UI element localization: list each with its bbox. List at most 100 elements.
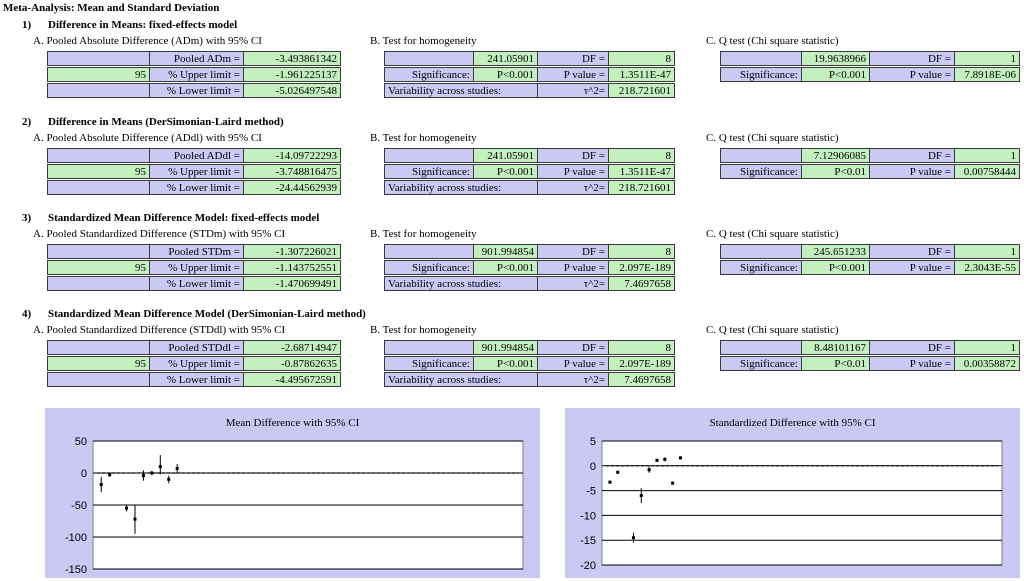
p-value: 7.8918E-06 bbox=[954, 67, 1020, 82]
significance-value: P<0.001 bbox=[473, 67, 538, 82]
point-marker bbox=[99, 483, 103, 487]
ci-row-label: Pooled ADm = bbox=[149, 51, 244, 66]
pooled-difference-label: A. Pooled Absolute Difference (ADm) with… bbox=[33, 35, 262, 47]
y-tick-label: -15 bbox=[580, 535, 596, 547]
p-value-label: P value = bbox=[869, 260, 955, 275]
point-marker bbox=[678, 456, 682, 460]
ci-row-value: -1.143752551 bbox=[243, 260, 341, 275]
tau-value: 7.4697658 bbox=[608, 276, 675, 291]
df-label: DF = bbox=[537, 148, 609, 163]
df-label: DF = bbox=[869, 51, 955, 66]
ci-percent-cell bbox=[47, 340, 150, 355]
significance-label: Significance: bbox=[720, 164, 802, 179]
df-value: 1 bbox=[954, 340, 1020, 355]
significance-label: Significance: bbox=[384, 260, 474, 275]
significance-value: P<0.001 bbox=[473, 260, 538, 275]
pooled-difference-label: A. Pooled Absolute Difference (ADdl) wit… bbox=[33, 132, 262, 144]
df-value: 1 bbox=[954, 244, 1020, 259]
ci-row-value: -3.748816475 bbox=[243, 164, 341, 179]
ci-row-value: -3.493861342 bbox=[243, 51, 341, 66]
df-label: DF = bbox=[869, 244, 955, 259]
p-value: 0.00758444 bbox=[954, 164, 1020, 179]
point-marker bbox=[663, 457, 667, 461]
df-label: DF = bbox=[869, 148, 955, 163]
mean-difference-plot: 50 0 -50 -100 -150 bbox=[65, 436, 524, 576]
homogeneity-test-label: B. Test for homogeneity bbox=[370, 228, 477, 240]
tau-value: 218.721601 bbox=[608, 180, 675, 195]
significance-label: Significance: bbox=[720, 67, 802, 82]
q2-value: 8.48101167 bbox=[801, 340, 870, 355]
y-tick-label: -50 bbox=[71, 500, 87, 512]
homogeneity-test-label: B. Test for homogeneity bbox=[370, 35, 477, 47]
p-value-label: P value = bbox=[869, 356, 955, 371]
p-value: 2.097E-189 bbox=[608, 356, 675, 371]
q1-value: 901.994854 bbox=[473, 340, 538, 355]
df-label: DF = bbox=[869, 340, 955, 355]
significance-label: Significance: bbox=[384, 164, 474, 179]
section-heading: Standardized Mean Difference Model: fixe… bbox=[48, 212, 320, 224]
p-value: 2.097E-189 bbox=[608, 260, 675, 275]
point-marker bbox=[608, 480, 612, 484]
ci-row-value: -0.87862635 bbox=[243, 356, 341, 371]
point-marker bbox=[141, 474, 145, 478]
point-marker bbox=[616, 470, 620, 474]
y-tick-label: -20 bbox=[580, 560, 596, 572]
p-value-label: P value = bbox=[537, 260, 609, 275]
ci-row-value: -1.961225137 bbox=[243, 67, 341, 82]
significance-value: P<0.001 bbox=[801, 260, 870, 275]
y-tick-label: -10 bbox=[580, 510, 596, 522]
ci-row-label: Pooled STDdl = bbox=[149, 340, 244, 355]
ci-percent-cell bbox=[47, 372, 150, 387]
point-marker bbox=[671, 481, 675, 485]
q-test-label: C. Q test (Chi square statistic) bbox=[706, 228, 839, 240]
variability-label: Variability across studies: bbox=[384, 83, 538, 98]
point-marker bbox=[647, 468, 651, 472]
mean-difference-chart: Mean Difference with 95% CI 50 0 -50 -100 -1… bbox=[45, 408, 540, 578]
ci-percent-cell bbox=[47, 51, 150, 66]
significance-label: Significance: bbox=[384, 356, 474, 371]
df-value: 8 bbox=[608, 51, 675, 66]
df-label: DF = bbox=[537, 244, 609, 259]
point-marker bbox=[125, 506, 129, 510]
ci-row-label: Pooled STDm = bbox=[149, 244, 244, 259]
p-value: 0.00358872 bbox=[954, 356, 1020, 371]
ci-percent-cell: 95 bbox=[47, 164, 150, 179]
ci-row-label: % Lower limit = bbox=[149, 276, 244, 291]
homogeneity-test-label: B. Test for homogeneity bbox=[370, 132, 477, 144]
p-value-label: P value = bbox=[537, 164, 609, 179]
p-value: 1.3511E-47 bbox=[608, 67, 675, 82]
ci-row-value: -14.09722293 bbox=[243, 148, 341, 163]
point-marker bbox=[639, 494, 643, 498]
point-marker bbox=[150, 471, 154, 475]
significance-value: P<0.01 bbox=[801, 164, 870, 179]
ci-row-label: Pooled ADdl = bbox=[149, 148, 244, 163]
significance-value: P<0.01 bbox=[801, 356, 870, 371]
q1-value: 241.05901 bbox=[473, 51, 538, 66]
q2-value: 7.12906085 bbox=[801, 148, 870, 163]
ci-percent-cell: 95 bbox=[47, 67, 150, 82]
point-marker bbox=[655, 458, 659, 462]
variability-label: Variability across studies: bbox=[384, 180, 538, 195]
ci-row-value: -1.470699491 bbox=[243, 276, 341, 291]
significance-value: P<0.001 bbox=[801, 67, 870, 82]
q-test-label: C. Q test (Chi square statistic) bbox=[706, 132, 839, 144]
df-value: 8 bbox=[608, 340, 675, 355]
y-tick-label: -5 bbox=[586, 486, 596, 498]
tau-value: 7.4697658 bbox=[608, 372, 675, 387]
standardized-difference-chart: Standardized Difference with 95% CI 5 0 -5… bbox=[565, 408, 1020, 578]
point-marker bbox=[108, 473, 112, 477]
ci-row-label: % Upper limit = bbox=[149, 260, 244, 275]
ci-percent-cell bbox=[47, 244, 150, 259]
standardized-difference-chart-title: Standardized Difference with 95% CI bbox=[709, 417, 876, 429]
section-number: 1) bbox=[22, 19, 32, 31]
point-marker bbox=[631, 536, 635, 540]
tau-label: τ^2= bbox=[537, 372, 609, 387]
variability-label: Variability across studies: bbox=[384, 276, 538, 291]
ci-row-value: -4.495672591 bbox=[243, 372, 341, 387]
q1-value: 901.994854 bbox=[473, 244, 538, 259]
point-marker bbox=[133, 517, 137, 521]
page-title: Meta-Analysis: Mean and Standard Deviati… bbox=[3, 2, 220, 14]
ci-percent-cell bbox=[47, 276, 150, 291]
y-tick-label: 5 bbox=[590, 436, 596, 448]
section-heading: Standardized Mean Difference Model (DerS… bbox=[48, 308, 366, 320]
